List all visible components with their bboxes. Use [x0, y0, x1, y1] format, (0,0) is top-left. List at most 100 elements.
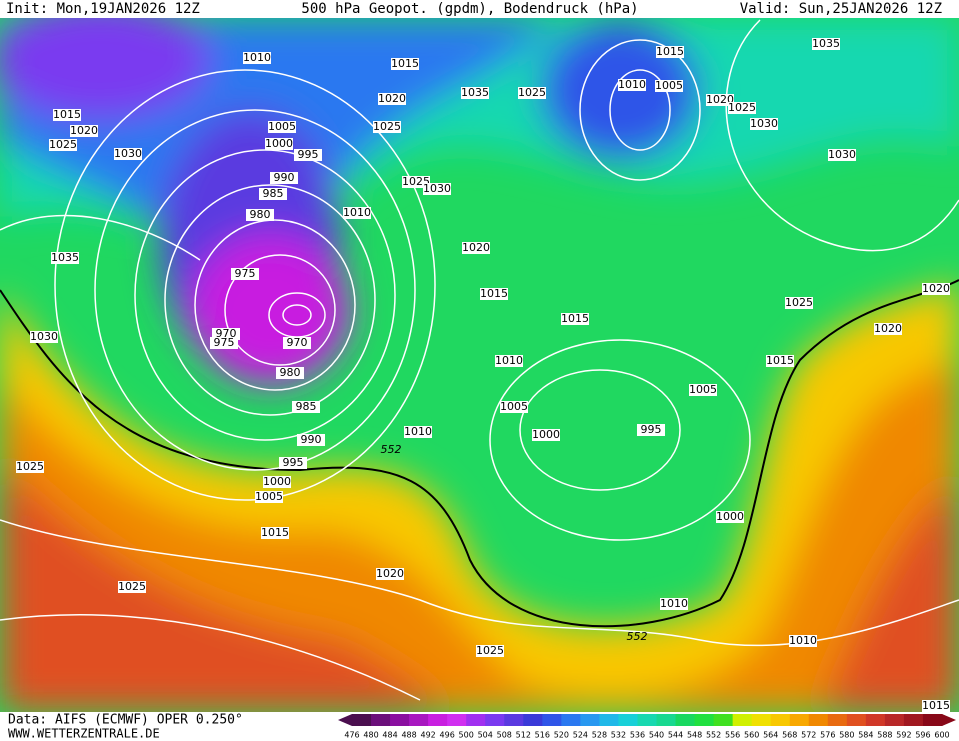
isobar-label-box [461, 87, 489, 99]
isobar-label-box [373, 121, 401, 133]
map-title: 500 hPa Geopot. (gpdm), Bodendruck (hPa) [301, 1, 638, 17]
isobar-label: 1010 [660, 597, 688, 610]
isobar [194, 219, 356, 391]
colorbar-cell [466, 714, 486, 726]
isobar-label-box [243, 52, 271, 64]
isobar-label-box [294, 149, 322, 161]
isobar-label-box [750, 118, 778, 130]
colorbar-tick-label: 492 [420, 731, 435, 740]
isobar-label-box [828, 149, 856, 161]
isobar [94, 109, 416, 471]
isobar-label: 970 [287, 336, 308, 349]
colorbar-cell [409, 714, 429, 726]
field-hot [0, 460, 959, 712]
isobar-label-box [423, 183, 451, 195]
colorbar-cell [808, 714, 829, 726]
isobar [54, 69, 436, 501]
isobar-label: 1010 [343, 206, 371, 219]
isobar-label: 1020 [378, 92, 406, 105]
colorbar-cell [770, 714, 791, 726]
isobar-label: 975 [235, 267, 256, 280]
colorbar-cell [561, 714, 581, 726]
isobar [725, 19, 959, 252]
isobar-label-box [391, 58, 419, 70]
colorbar-cell [485, 714, 505, 726]
colorbar-cell [599, 714, 619, 726]
colorbar-cell [865, 714, 886, 726]
colorbar: 476 480 484 488 492 496 500 504 508 512 516 520 524 5… [338, 714, 956, 740]
isobar-label: 1015 [561, 312, 589, 325]
isobar-label-box [231, 268, 259, 280]
colorbar-tick-label: 588 [877, 731, 892, 740]
isobar-label: 1000 [263, 475, 291, 488]
isobar-label: 975 [214, 336, 235, 349]
colorbar-cell [827, 714, 848, 726]
isobar-label-box [261, 527, 289, 539]
colorbar-cell [428, 714, 448, 726]
colorbar-cell [352, 714, 372, 726]
colorbar-tick-label: 476 [344, 731, 359, 740]
colorbar-tick-label: 548 [687, 731, 702, 740]
isobar-label: 1010 [789, 634, 817, 647]
isobar [282, 304, 312, 326]
isobar-label-box [789, 635, 817, 647]
isobar-label-box [297, 434, 325, 446]
colorbar-tick-label: 592 [896, 731, 911, 740]
isobar-label: 1005 [655, 79, 683, 92]
colorbar-tick-label: 580 [839, 731, 854, 740]
colorbar-cell [846, 714, 867, 726]
isobar-label-box [378, 93, 406, 105]
field-canadian-low [0, 18, 210, 120]
isobar-label-box [276, 367, 304, 379]
isobar-label-box [376, 568, 404, 580]
isobar [519, 369, 681, 491]
isobar-label-box [49, 139, 77, 151]
colorbar-arrow-low [338, 714, 352, 726]
colorbar-tick-label: 512 [516, 731, 531, 740]
colorbar-tick-label: 600 [934, 731, 949, 740]
isobar-label-box [265, 138, 293, 150]
isobar-label: 1000 [716, 510, 744, 523]
colorbar-tick-label: 556 [725, 731, 740, 740]
isobar-label-box [785, 297, 813, 309]
isobar-label-box [283, 337, 311, 349]
isobar-label: 1020 [922, 282, 950, 295]
isobar-label: 1020 [70, 124, 98, 137]
isobar [579, 39, 701, 181]
isobar-label: 1010 [618, 78, 646, 91]
isobar-label-box [660, 598, 688, 610]
isobar-label: 990 [274, 171, 295, 184]
isobar-label: 1015 [261, 526, 289, 539]
isobar-label-box [343, 207, 371, 219]
isobar-label: 1015 [391, 57, 419, 70]
colorbar-tick-label: 596 [915, 731, 930, 740]
contour-552 [0, 279, 959, 628]
isobar [489, 339, 751, 541]
isobar-label: 970 [216, 327, 237, 340]
isobar-label: 985 [263, 187, 284, 200]
isobar-label: 1015 [480, 287, 508, 300]
isobar-label: 1010 [243, 51, 271, 64]
isobar [609, 69, 671, 151]
colorbar-tick-label: 496 [440, 731, 455, 740]
colorbar-tick-label: 572 [801, 731, 816, 740]
isobar-label-box [532, 429, 560, 441]
isobar-label-box [404, 426, 432, 438]
isobar [0, 614, 421, 701]
colorbar-tick-label: 536 [630, 731, 645, 740]
colorbar-tick-label: 552 [706, 731, 721, 740]
colorbar-cell [675, 714, 696, 726]
colorbar-tick-label: 576 [820, 731, 835, 740]
isobar-label-box [210, 337, 238, 349]
isobars [0, 19, 959, 701]
colorbar-tick-label: 544 [668, 731, 683, 740]
isobar-label: 1025 [518, 86, 546, 99]
isobar-label: 980 [250, 208, 271, 221]
isobar [224, 254, 336, 366]
colorbar-cell [922, 714, 943, 726]
isobar-label-box [30, 331, 58, 343]
colorbar-cell [751, 714, 772, 726]
colorbar-cell [504, 714, 524, 726]
